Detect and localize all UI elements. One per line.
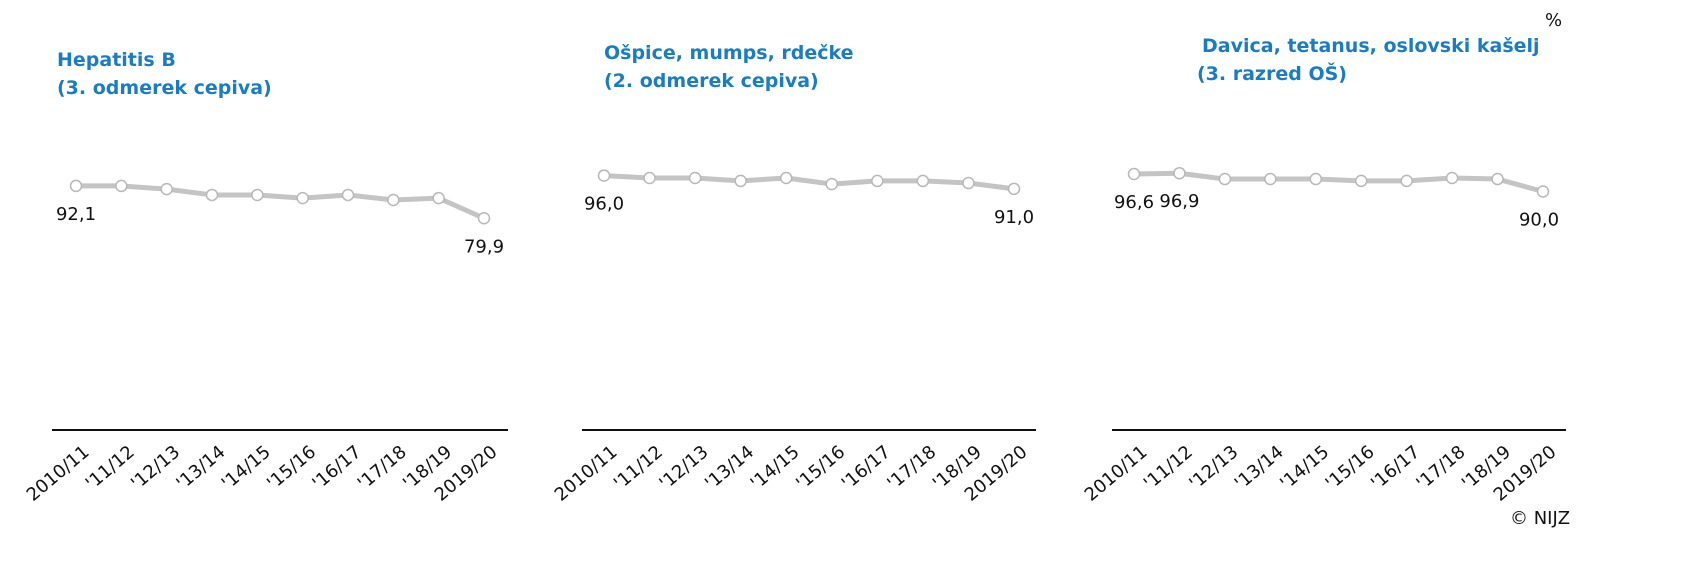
point — [341, 188, 355, 202]
point — [115, 179, 128, 193]
x-tick-label: '13/14 — [1231, 442, 1288, 495]
series-line — [76, 183, 486, 221]
chart-title: (3. odmerek cepiva) — [57, 77, 272, 99]
value-label: 79,9 — [464, 236, 504, 257]
point — [1264, 172, 1277, 186]
point — [916, 174, 930, 188]
x-tick-label: 2010/11 — [551, 442, 622, 506]
x-tick-label: '13/14 — [172, 442, 229, 495]
x-tick-label: 2010/11 — [1081, 442, 1152, 506]
chart-title: Hepatitis B — [57, 49, 176, 71]
point — [1400, 174, 1413, 188]
point — [825, 177, 839, 191]
x-tick-label: 2010/11 — [23, 442, 94, 506]
point — [688, 171, 702, 185]
point — [597, 169, 611, 182]
x-tick-label: '12/13 — [127, 442, 184, 495]
value-label: 90,0 — [1519, 210, 1559, 231]
point — [1173, 166, 1186, 180]
x-tick-label: '16/17 — [1367, 442, 1424, 495]
point — [1354, 174, 1368, 188]
point — [962, 176, 975, 190]
point — [1491, 172, 1504, 186]
chart-title: Davica, tetanus, oslovski kašelj — [1202, 35, 1540, 57]
series-line — [603, 173, 1015, 192]
value-label: 96,6 — [1114, 192, 1154, 213]
point — [1007, 182, 1021, 196]
point — [779, 171, 793, 185]
chart-title: (3. razred OŠ) — [1197, 61, 1347, 85]
x-tick-label: '15/16 — [263, 442, 320, 495]
value-label: 96,9 — [1159, 191, 1199, 212]
point — [1309, 172, 1323, 186]
point — [1218, 172, 1232, 186]
x-tick-label: '14/15 — [747, 442, 804, 495]
x-tick-label: '17/18 — [1413, 442, 1470, 495]
point — [205, 188, 219, 202]
point — [387, 193, 400, 207]
point — [734, 174, 747, 188]
point — [477, 212, 491, 225]
unit-label: % — [1545, 10, 1562, 31]
point — [160, 182, 173, 196]
chart-title: (2. odmerek cepiva) — [604, 70, 819, 92]
series-line — [1133, 170, 1544, 194]
x-tick-label: '12/13 — [656, 442, 713, 495]
value-label: 92,1 — [56, 204, 96, 225]
point — [432, 191, 445, 205]
x-tick-label: '14/15 — [1276, 442, 1333, 495]
x-tick-label: '11/12 — [610, 442, 667, 495]
point — [871, 174, 884, 188]
point — [1127, 167, 1141, 181]
point — [251, 188, 264, 202]
point — [1536, 185, 1550, 198]
chart-title: Ošpice, mumps, rdečke — [604, 42, 854, 64]
x-tick-label: '12/13 — [1185, 442, 1242, 495]
x-tick-label: '17/18 — [883, 442, 940, 495]
point — [296, 191, 309, 205]
point — [643, 171, 656, 185]
value-label: 96,0 — [584, 194, 624, 215]
x-tick-label: '14/15 — [218, 442, 275, 495]
value-label: 91,0 — [994, 207, 1034, 228]
source: © NIJZ — [1510, 508, 1570, 529]
x-tick-label: '17/18 — [354, 442, 411, 495]
x-tick-label: '16/17 — [838, 442, 895, 495]
x-tick-label: '11/12 — [82, 442, 139, 495]
x-tick-label: '11/12 — [1140, 442, 1197, 495]
x-tick-label: '15/16 — [792, 442, 849, 495]
point — [69, 179, 83, 193]
x-tick-label: '15/16 — [1322, 442, 1379, 495]
point — [1445, 171, 1459, 185]
x-tick-label: '13/14 — [701, 442, 758, 495]
x-tick-label: '16/17 — [308, 442, 365, 495]
